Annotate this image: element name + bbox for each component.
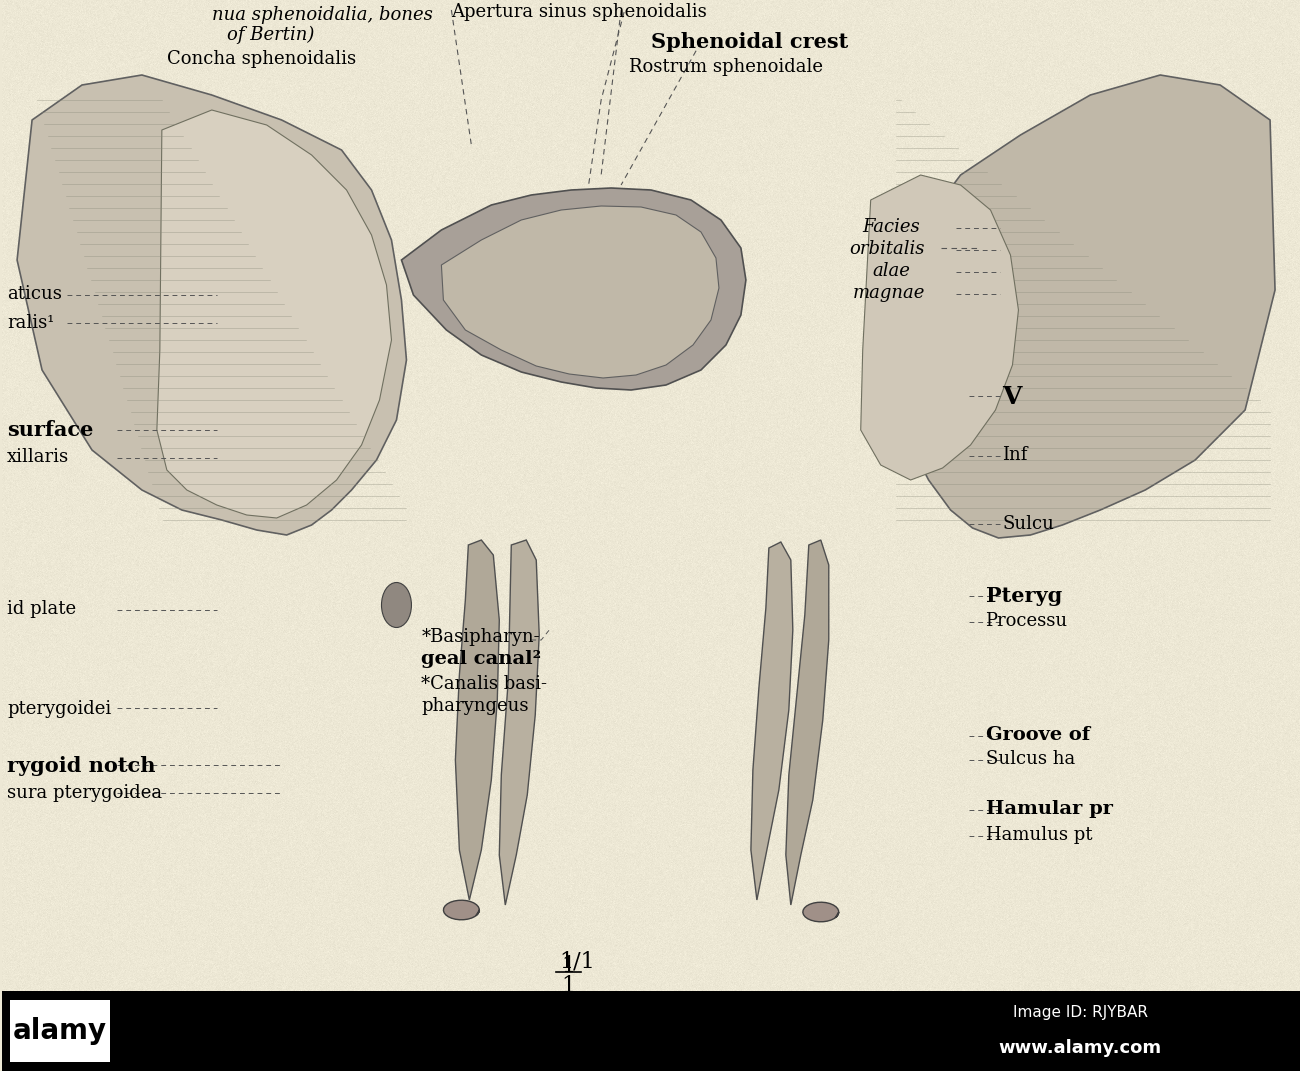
Text: V: V bbox=[1002, 384, 1022, 409]
Text: geal canal²: geal canal² bbox=[421, 650, 542, 668]
Text: Inf: Inf bbox=[1002, 446, 1028, 464]
Text: id plate: id plate bbox=[6, 600, 77, 618]
Polygon shape bbox=[455, 540, 499, 900]
Text: Image ID: RJYBAR: Image ID: RJYBAR bbox=[1013, 1005, 1148, 1020]
Text: Hamular pr: Hamular pr bbox=[985, 800, 1113, 818]
Text: ralis¹: ralis¹ bbox=[6, 314, 55, 332]
FancyBboxPatch shape bbox=[3, 991, 1300, 1071]
Text: *Canalis basi-: *Canalis basi- bbox=[421, 675, 547, 693]
Text: Hamulus pt: Hamulus pt bbox=[985, 826, 1092, 844]
Text: nua sphenoidalia, bones: nua sphenoidalia, bones bbox=[212, 6, 433, 24]
Text: pharyngeus: pharyngeus bbox=[421, 697, 529, 715]
Polygon shape bbox=[901, 75, 1275, 538]
Text: Sulcu: Sulcu bbox=[1002, 515, 1054, 533]
Polygon shape bbox=[157, 110, 391, 518]
Polygon shape bbox=[443, 901, 480, 920]
Text: Concha sphenoidalis: Concha sphenoidalis bbox=[166, 50, 356, 67]
Text: www.alamy.com: www.alamy.com bbox=[998, 1039, 1162, 1057]
Text: pterygoidei: pterygoidei bbox=[6, 700, 112, 718]
Polygon shape bbox=[442, 206, 719, 378]
Text: Rostrum sphenoidale: Rostrum sphenoidale bbox=[629, 58, 823, 76]
Text: Groove of: Groove of bbox=[985, 726, 1089, 744]
Text: Pteryg: Pteryg bbox=[985, 586, 1062, 606]
Text: alae: alae bbox=[872, 262, 910, 280]
Text: Sulcus ha: Sulcus ha bbox=[985, 750, 1075, 768]
Polygon shape bbox=[402, 188, 746, 390]
Polygon shape bbox=[861, 175, 1018, 480]
Polygon shape bbox=[751, 542, 793, 900]
Polygon shape bbox=[785, 540, 829, 905]
Text: sura pterygoidea: sura pterygoidea bbox=[6, 784, 162, 802]
Text: orbitalis: orbitalis bbox=[849, 240, 924, 258]
Text: 1/1: 1/1 bbox=[559, 950, 595, 972]
Text: Facies: Facies bbox=[863, 218, 920, 236]
Polygon shape bbox=[499, 540, 540, 905]
Text: 1: 1 bbox=[562, 955, 576, 977]
Text: xillaris: xillaris bbox=[6, 448, 69, 466]
Text: Sphenoidal crest: Sphenoidal crest bbox=[651, 32, 849, 52]
Text: of Bertin): of Bertin) bbox=[226, 26, 315, 44]
FancyBboxPatch shape bbox=[3, 0, 1300, 991]
Text: Apertura sinus sphenoidalis: Apertura sinus sphenoidalis bbox=[451, 3, 707, 21]
Text: Processu: Processu bbox=[985, 612, 1067, 630]
Text: 1: 1 bbox=[562, 975, 576, 997]
Text: rygoid notch: rygoid notch bbox=[6, 756, 156, 776]
Polygon shape bbox=[803, 902, 838, 922]
FancyBboxPatch shape bbox=[10, 1000, 111, 1062]
Text: surface: surface bbox=[6, 420, 94, 440]
Text: aticus: aticus bbox=[6, 285, 62, 303]
Ellipse shape bbox=[381, 583, 411, 628]
Polygon shape bbox=[17, 75, 407, 536]
Text: magnae: magnae bbox=[853, 284, 926, 302]
Text: alamy: alamy bbox=[13, 1017, 107, 1045]
Text: *Basipharyn-: *Basipharyn- bbox=[421, 628, 540, 646]
